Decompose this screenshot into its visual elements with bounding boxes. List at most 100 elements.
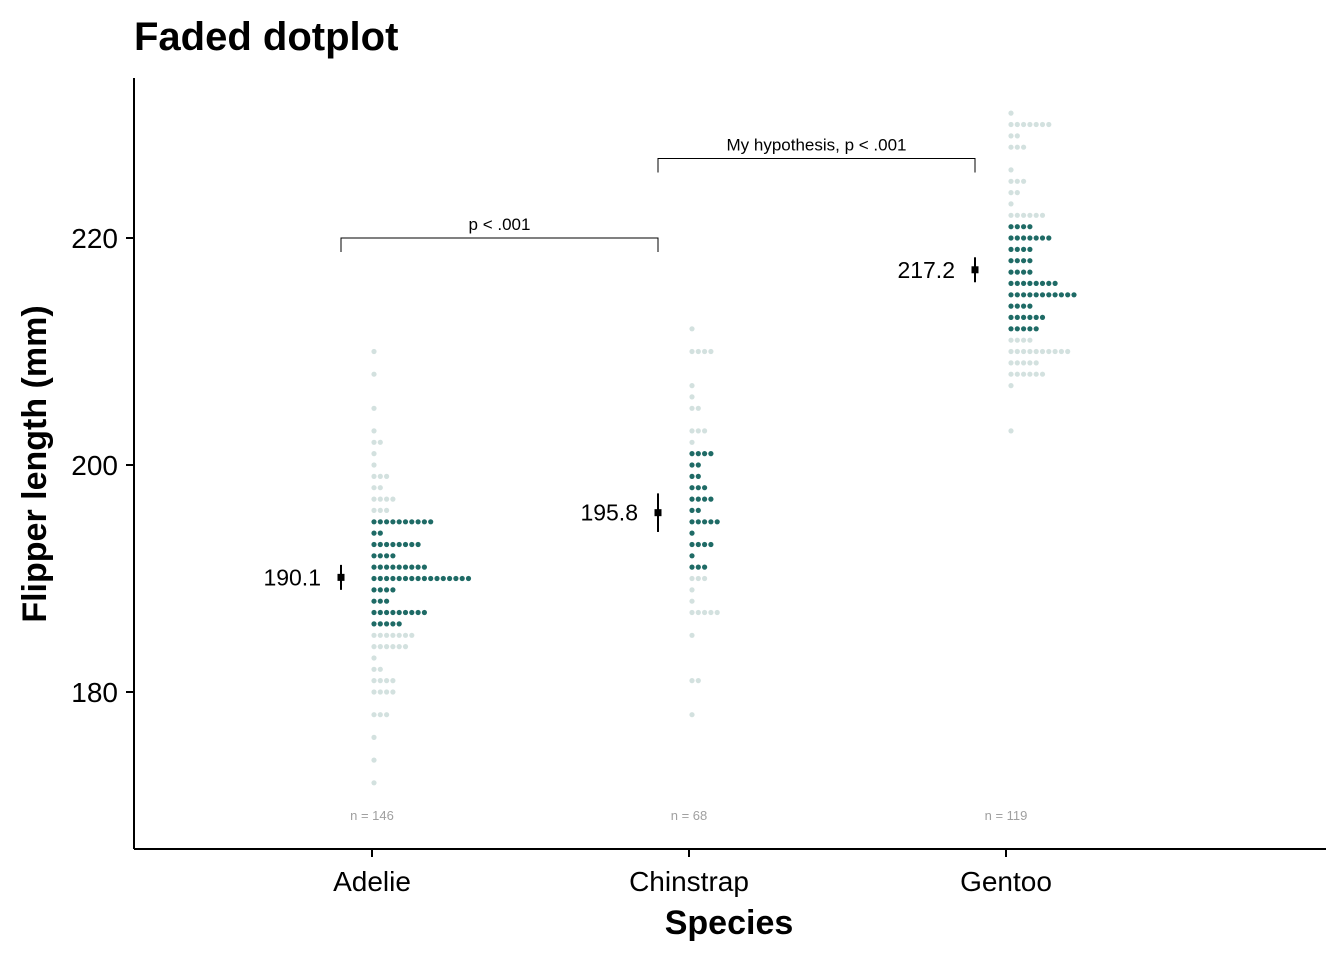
data-dot — [702, 519, 708, 525]
data-dot — [1065, 292, 1071, 298]
data-dot — [384, 598, 390, 604]
comparison-brackets: p < .001 My hypothesis, p < .001 — [340, 136, 976, 252]
data-dot — [1008, 292, 1014, 298]
faded-data-dot — [390, 644, 396, 650]
data-dot — [1008, 224, 1014, 230]
data-dot — [702, 451, 708, 457]
faded-data-dot — [689, 598, 695, 604]
faded-data-dot — [1008, 212, 1014, 218]
faded-data-dot — [1014, 133, 1020, 139]
data-dot — [377, 609, 383, 616]
faded-data-dot — [377, 507, 383, 513]
data-dot — [1027, 280, 1033, 286]
data-dot — [377, 519, 383, 525]
faded-data-dot — [396, 644, 402, 650]
faded-data-dot — [1021, 337, 1027, 343]
faded-data-dot — [689, 609, 695, 616]
faded-data-dot — [1027, 348, 1033, 355]
data-dot — [453, 575, 459, 582]
faded-data-dot — [1008, 337, 1014, 343]
data-dot — [371, 575, 377, 582]
comparison-bracket — [340, 237, 659, 252]
faded-data-dot — [1008, 428, 1014, 434]
data-dot — [402, 564, 409, 570]
mean-label: 217.2 — [897, 257, 955, 283]
faded-data-dot — [1021, 144, 1027, 150]
x-tick-label: Gentoo — [960, 866, 1052, 897]
data-dot — [689, 485, 695, 491]
data-dot — [1014, 280, 1020, 286]
data-dot — [409, 609, 415, 616]
data-dot — [695, 451, 701, 457]
data-dot — [421, 609, 427, 616]
faded-data-dot — [1021, 348, 1027, 355]
faded-data-dot — [689, 439, 695, 445]
faded-data-dot — [1027, 121, 1033, 128]
data-dot — [1039, 280, 1046, 286]
faded-data-dot — [702, 575, 708, 582]
data-dot — [402, 609, 409, 616]
faded-data-dot — [689, 575, 695, 582]
faded-data-dot — [702, 348, 708, 355]
data-dot — [384, 541, 390, 548]
faded-data-dot — [384, 473, 390, 479]
data-dot — [447, 575, 453, 582]
data-dot — [695, 507, 701, 513]
faded-data-dot — [1039, 371, 1046, 377]
comparison-label: My hypothesis, p < .001 — [726, 136, 906, 155]
data-dot — [689, 462, 695, 468]
data-dot — [689, 530, 695, 536]
data-dot — [396, 519, 402, 525]
dot-layer — [371, 110, 1077, 786]
data-dot — [384, 587, 390, 593]
x-axis-ticks: Adelie Chinstrap Gentoo — [333, 849, 1052, 897]
faded-data-dot — [371, 451, 377, 457]
data-dot — [1008, 269, 1014, 275]
data-dot — [708, 541, 714, 548]
data-dot — [1021, 292, 1027, 298]
faded-data-dot — [402, 632, 409, 638]
data-dot — [421, 564, 427, 570]
faded-data-dot — [695, 575, 701, 582]
faded-data-dot — [409, 632, 415, 638]
data-dot — [1052, 280, 1058, 286]
data-dot — [384, 575, 390, 582]
data-dot — [1008, 326, 1014, 332]
data-dot — [1027, 326, 1033, 332]
data-dot — [1021, 235, 1027, 241]
data-dot — [1014, 292, 1020, 298]
data-dot — [1014, 326, 1020, 332]
data-dot — [384, 553, 390, 559]
faded-data-dot — [1008, 167, 1014, 173]
faded-data-dot — [1008, 144, 1014, 150]
faded-data-dot — [1021, 371, 1027, 377]
data-dot — [1027, 258, 1033, 264]
data-dot — [1027, 224, 1033, 230]
faded-data-dot — [384, 644, 390, 650]
data-dot — [689, 541, 695, 548]
data-dot — [415, 519, 421, 525]
data-dot — [695, 485, 701, 491]
faded-data-dot — [1039, 212, 1046, 218]
faded-data-dot — [1014, 121, 1020, 128]
data-dot — [371, 553, 377, 559]
faded-data-dot — [371, 348, 377, 355]
mean-point — [971, 266, 979, 274]
faded-data-dot — [689, 405, 695, 411]
faded-data-dot — [689, 383, 695, 389]
data-dot — [1021, 269, 1027, 275]
data-dot — [402, 541, 409, 548]
data-dot — [708, 519, 714, 525]
faded-data-dot — [1027, 360, 1033, 366]
mean-layer: 190.1 195.8 217.2 — [263, 257, 979, 590]
data-dot — [396, 541, 402, 548]
data-dot — [1046, 235, 1052, 241]
data-dot — [1014, 224, 1020, 230]
faded-data-dot — [1027, 337, 1033, 343]
faded-data-dot — [1008, 121, 1014, 128]
faded-data-dot — [702, 428, 708, 434]
data-dot — [371, 609, 377, 616]
faded-data-dot — [371, 780, 377, 786]
faded-data-dot — [1014, 371, 1020, 377]
data-dot — [396, 609, 402, 616]
